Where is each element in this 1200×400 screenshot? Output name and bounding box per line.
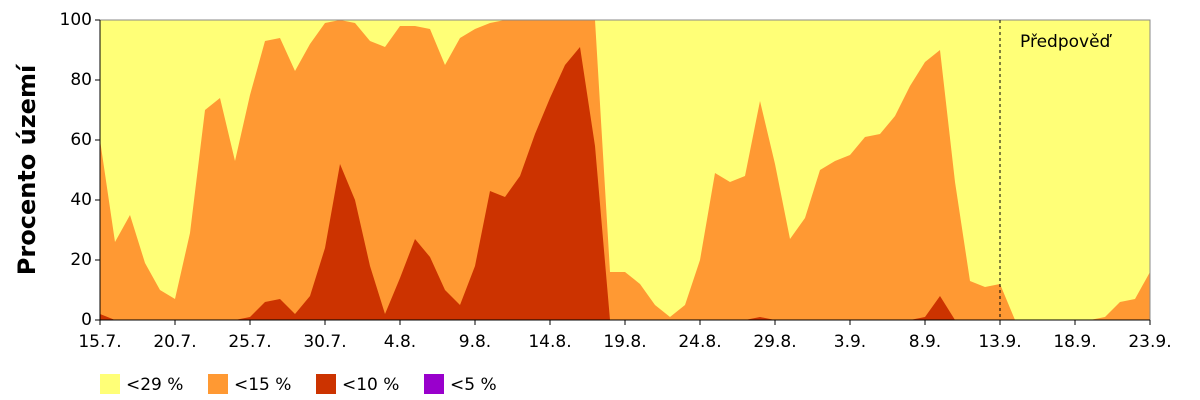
x-tick-label: 13.9. — [978, 332, 1021, 352]
legend-swatch — [208, 374, 228, 394]
x-tick-label: 18.9. — [1053, 332, 1096, 352]
y-tick-label: 100 — [60, 10, 92, 30]
legend-swatch — [424, 374, 444, 394]
x-tick-label: 8.9. — [909, 332, 941, 352]
legend-label: <29 % — [126, 375, 183, 395]
x-tick-label: 23.9. — [1128, 332, 1171, 352]
x-tick-label: 9.8. — [459, 332, 491, 352]
annotation: Předpověď — [1020, 32, 1113, 52]
x-tick-label: 4.8. — [384, 332, 416, 352]
x-tick-label: 14.8. — [528, 332, 571, 352]
legend-swatch — [316, 374, 336, 394]
legend-swatch — [100, 374, 120, 394]
x-tick-label: 29.8. — [753, 332, 796, 352]
y-tick-label: 60 — [70, 130, 92, 150]
x-tick-label: 24.8. — [678, 332, 721, 352]
x-tick-label: 30.7. — [303, 332, 346, 352]
y-tick-label: 40 — [70, 190, 92, 210]
x-tick-label: 19.8. — [603, 332, 646, 352]
x-tick-label: 3.9. — [834, 332, 866, 352]
y-tick-label: 80 — [70, 70, 92, 90]
x-tick-label: 15.7. — [78, 332, 121, 352]
x-tick-label: 25.7. — [228, 332, 271, 352]
legend-label: <10 % — [342, 375, 399, 395]
y-axis-label: Procento území — [13, 63, 41, 275]
area — [100, 47, 1150, 320]
legend-label: <15 % — [234, 375, 291, 395]
legend-label: <5 % — [450, 375, 497, 395]
x-tick-label: 20.7. — [153, 332, 196, 352]
y-tick-label: 0 — [81, 310, 92, 330]
y-tick-label: 20 — [70, 250, 92, 270]
